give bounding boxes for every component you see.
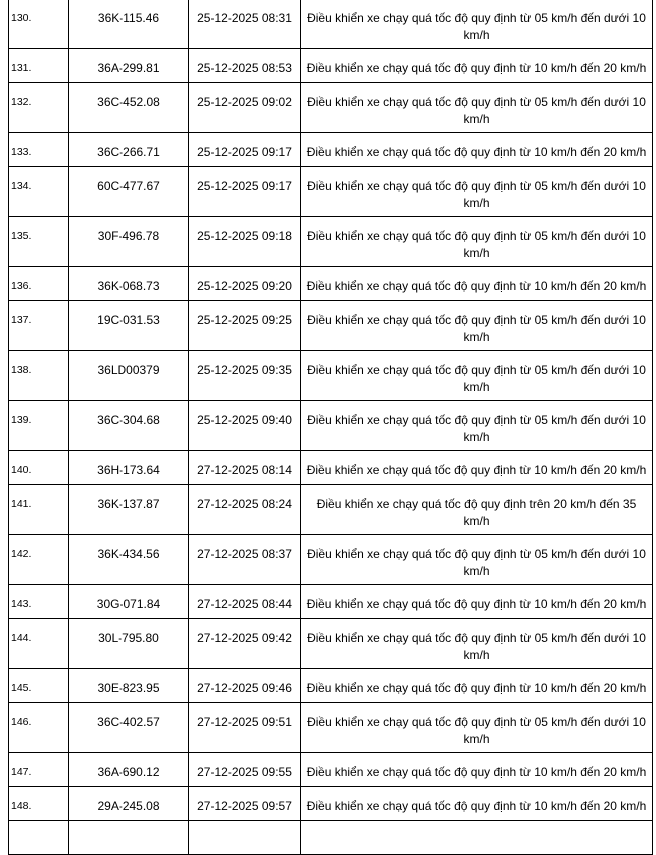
violation-time: 27-12-2025 09:55 xyxy=(188,752,301,787)
table-row: 140. 36H-173.64 27-12-2025 08:14 Điều khiển… xyxy=(8,450,653,485)
row-number: 143. xyxy=(8,584,69,619)
violation-time: 27-12-2025 09:51 xyxy=(188,702,301,753)
row-number: 142. xyxy=(8,534,69,585)
table-body: 130. 36K-115.46 25-12-2025 08:31 Điều khiển… xyxy=(8,0,653,855)
license-plate: 36K-115.46 xyxy=(68,0,189,49)
violation-time: 25-12-2025 09:40 xyxy=(188,400,301,451)
violations-table: 130. 36K-115.46 25-12-2025 08:31 Điều khiển… xyxy=(8,0,653,855)
violation-description: Điều khiển xe chạy quá tốc độ quy định t… xyxy=(300,534,653,585)
violation-description: Điều khiển xe chạy quá tốc độ quy định t… xyxy=(300,266,653,301)
violation-time: 25-12-2025 09:17 xyxy=(188,132,301,167)
violation-time: 27-12-2025 08:24 xyxy=(188,484,301,535)
row-number: 137. xyxy=(8,300,69,351)
table-row: 132. 36C-452.08 25-12-2025 09:02 Điều khiển… xyxy=(8,82,653,133)
violation-time: 25-12-2025 08:31 xyxy=(188,0,301,49)
license-plate: 36A-690.12 xyxy=(68,752,189,787)
violation-time: 27-12-2025 09:57 xyxy=(188,786,301,821)
row-number: 139. xyxy=(8,400,69,451)
violation-description: Điều khiển xe chạy quá tốc độ quy định t… xyxy=(300,166,653,217)
license-plate: 60C-477.67 xyxy=(68,166,189,217)
row-number: 133. xyxy=(8,132,69,167)
license-plate: 36C-304.68 xyxy=(68,400,189,451)
license-plate: 30L-795.80 xyxy=(68,618,189,669)
row-number: 131. xyxy=(8,48,69,83)
violation-description: Điều khiển xe chạy quá tốc độ quy định t… xyxy=(300,702,653,753)
violation-description: Điều khiển xe chạy quá tốc độ quy định t… xyxy=(300,668,653,703)
violation-description: Điều khiển xe chạy quá tốc độ quy định t… xyxy=(300,584,653,619)
table-row: 136. 36K-068.73 25-12-2025 09:20 Điều khiển… xyxy=(8,266,653,301)
violation-description: Điều khiển xe chạy quá tốc độ quy định t… xyxy=(300,300,653,351)
table-row: 141. 36K-137.87 27-12-2025 08:24 Điều khiển… xyxy=(8,484,653,535)
violation-description: Điều khiển xe chạy quá tốc độ quy định t… xyxy=(300,48,653,83)
row-number: 146. xyxy=(8,702,69,753)
violation-time: 25-12-2025 09:20 xyxy=(188,266,301,301)
table-row: 146. 36C-402.57 27-12-2025 09:51 Điều khiển… xyxy=(8,702,653,753)
violation-time: 27-12-2025 08:37 xyxy=(188,534,301,585)
license-plate: 29A-245.08 xyxy=(68,786,189,821)
row-number: 134. xyxy=(8,166,69,217)
row-number: 147. xyxy=(8,752,69,787)
violation-description: Điều khiển xe chạy quá tốc độ quy định t… xyxy=(300,216,653,267)
license-plate: 19C-031.53 xyxy=(68,300,189,351)
table-row: 148. 29A-245.08 27-12-2025 09:57 Điều khiển… xyxy=(8,786,653,821)
violation-time: 25-12-2025 09:02 xyxy=(188,82,301,133)
table-row: 135. 30F-496.78 25-12-2025 09:18 Điều khiển… xyxy=(8,216,653,267)
violation-time: 25-12-2025 08:53 xyxy=(188,48,301,83)
violation-description: Điều khiển xe chạy quá tốc độ quy định t… xyxy=(300,82,653,133)
table-row: 147. 36A-690.12 27-12-2025 09:55 Điều khiển… xyxy=(8,752,653,787)
license-plate: 36H-173.64 xyxy=(68,450,189,485)
violation-time: 27-12-2025 09:46 xyxy=(188,668,301,703)
row-number: 130. xyxy=(8,0,69,49)
table-row: 131. 36A-299.81 25-12-2025 08:53 Điều khiển… xyxy=(8,48,653,83)
violation-description: Điều khiển xe chạy quá tốc độ quy định t… xyxy=(300,752,653,787)
license-plate: 30E-823.95 xyxy=(68,668,189,703)
violation-description: Điều khiển xe chạy quá tốc độ quy định t… xyxy=(300,400,653,451)
violation-time: 25-12-2025 09:25 xyxy=(188,300,301,351)
license-plate: 36K-434.56 xyxy=(68,534,189,585)
license-plate: 36C-266.71 xyxy=(68,132,189,167)
table-row: 142. 36K-434.56 27-12-2025 08:37 Điều khiển… xyxy=(8,534,653,585)
table-row: 137. 19C-031.53 25-12-2025 09:25 Điều khiển… xyxy=(8,300,653,351)
violation-description: Điều khiển xe chạy quá tốc độ quy định t… xyxy=(300,484,653,535)
violation-description: Điều khiển xe chạy quá tốc độ quy định t… xyxy=(300,132,653,167)
table-row: 144. 30L-795.80 27-12-2025 09:42 Điều khiển… xyxy=(8,618,653,669)
table-row: 139. 36C-304.68 25-12-2025 09:40 Điều khiển… xyxy=(8,400,653,451)
license-plate: 36C-452.08 xyxy=(68,82,189,133)
table-row: 143. 30G-071.84 27-12-2025 08:44 Điều khiển… xyxy=(8,584,653,619)
row-number: 138. xyxy=(8,350,69,401)
violation-time: 25-12-2025 09:17 xyxy=(188,166,301,217)
license-plate: 30G-071.84 xyxy=(68,584,189,619)
table-row: 145. 30E-823.95 27-12-2025 09:46 Điều khiển… xyxy=(8,668,653,703)
row-number: 144. xyxy=(8,618,69,669)
violation-time: 25-12-2025 09:35 xyxy=(188,350,301,401)
row-number: 148. xyxy=(8,786,69,821)
table-row: 138. 36LD00379 25-12-2025 09:35 Điều khiển … xyxy=(8,350,653,401)
row-number: 141. xyxy=(8,484,69,535)
row-number: 145. xyxy=(8,668,69,703)
table-row: 133. 36C-266.71 25-12-2025 09:17 Điều khiển… xyxy=(8,132,653,167)
license-plate: 36A-299.81 xyxy=(68,48,189,83)
license-plate: 36LD00379 xyxy=(68,350,189,401)
violation-description: Điều khiển xe chạy quá tốc độ quy định t… xyxy=(300,618,653,669)
violation-description: Điều khiển xe chạy quá tốc độ quy định t… xyxy=(300,350,653,401)
violation-description: Điều khiển xe chạy quá tốc độ quy định t… xyxy=(300,450,653,485)
violation-description: Điều khiển xe chạy quá tốc độ quy định t… xyxy=(300,0,653,49)
violation-time: 27-12-2025 08:44 xyxy=(188,584,301,619)
license-plate: 36C-402.57 xyxy=(68,702,189,753)
row-number: 132. xyxy=(8,82,69,133)
table-row: 130. 36K-115.46 25-12-2025 08:31 Điều khiển… xyxy=(8,0,653,49)
violation-time: 27-12-2025 09:42 xyxy=(188,618,301,669)
license-plate: 36K-068.73 xyxy=(68,266,189,301)
license-plate: 30F-496.78 xyxy=(68,216,189,267)
row-number: 135. xyxy=(8,216,69,267)
row-number: 140. xyxy=(8,450,69,485)
violation-time: 25-12-2025 09:18 xyxy=(188,216,301,267)
violation-description: Điều khiển xe chạy quá tốc độ quy định t… xyxy=(300,786,653,821)
row-number: 136. xyxy=(8,266,69,301)
license-plate: 36K-137.87 xyxy=(68,484,189,535)
violation-time: 27-12-2025 08:14 xyxy=(188,450,301,485)
table-row: 134. 60C-477.67 25-12-2025 09:17 Điều khiển… xyxy=(8,166,653,217)
